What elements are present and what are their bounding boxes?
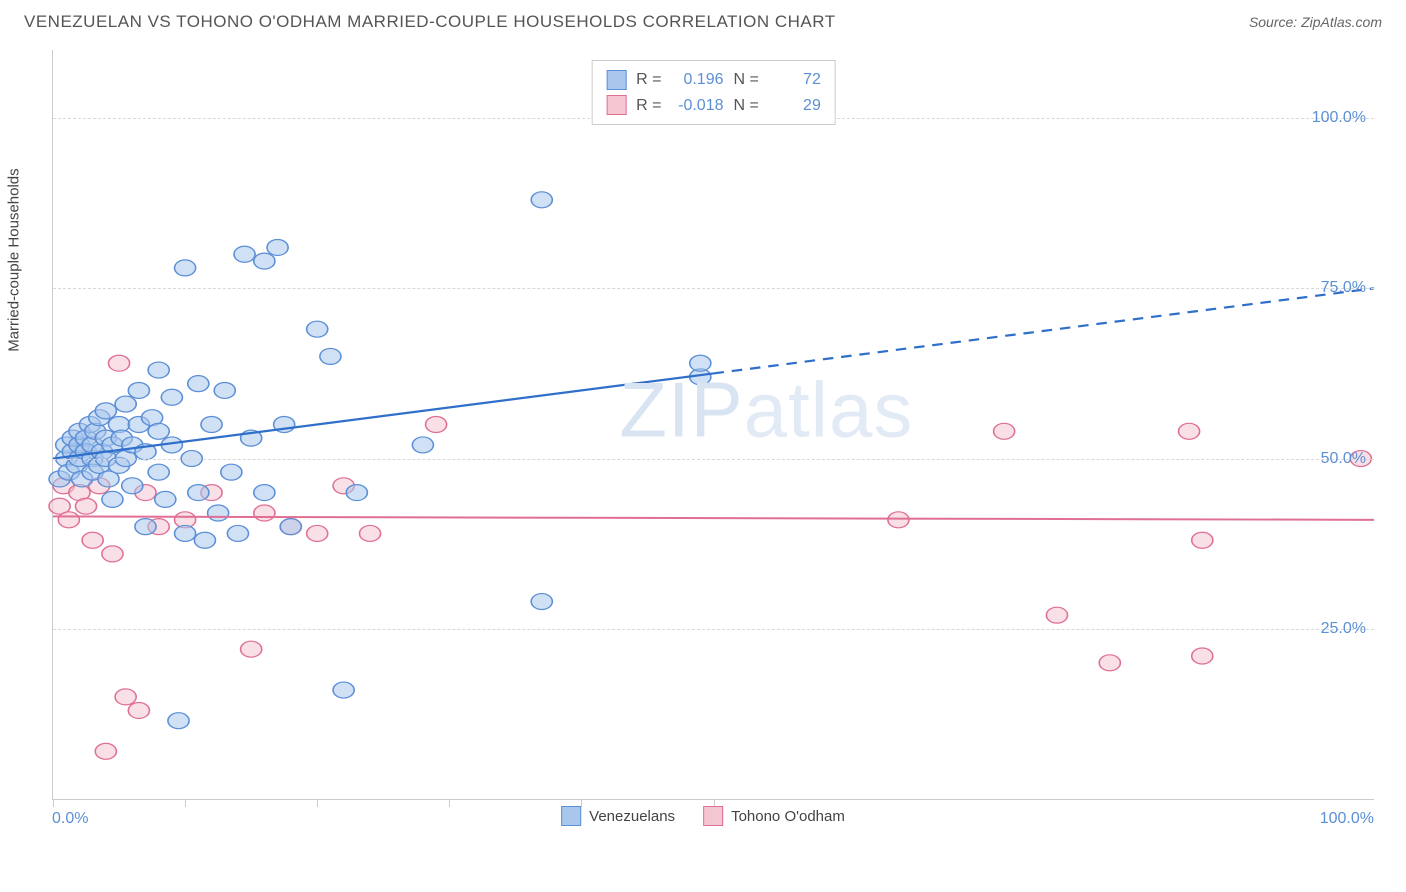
stats-legend: R = 0.196 N = 72 R = -0.018 N = 29 xyxy=(591,60,836,125)
data-point xyxy=(254,505,275,521)
data-point xyxy=(175,260,196,276)
stats-row-series-0: R = 0.196 N = 72 xyxy=(606,67,821,93)
swatch-series-1 xyxy=(606,95,626,115)
y-tick-label: 50.0% xyxy=(1321,450,1366,468)
legend-label-1: Tohono O'odham xyxy=(731,808,845,825)
x-tick xyxy=(449,799,450,807)
legend-swatch-1 xyxy=(703,806,723,826)
r-label: R = xyxy=(636,67,661,93)
data-point xyxy=(320,348,341,364)
data-point xyxy=(148,464,169,480)
data-point xyxy=(333,682,354,698)
data-point xyxy=(426,417,447,433)
data-point xyxy=(307,321,328,337)
data-point xyxy=(1178,423,1199,439)
data-point xyxy=(155,491,176,507)
scatter-svg xyxy=(53,50,1374,799)
data-point xyxy=(82,532,103,548)
data-point xyxy=(115,689,136,705)
source-prefix: Source: xyxy=(1249,14,1301,30)
data-point xyxy=(201,417,222,433)
data-point xyxy=(234,246,255,262)
data-point xyxy=(1046,607,1067,623)
data-point xyxy=(102,491,123,507)
stats-row-series-1: R = -0.018 N = 29 xyxy=(606,93,821,119)
chart-title: VENEZUELAN VS TOHONO O'ODHAM MARRIED-COU… xyxy=(24,12,836,32)
data-point xyxy=(888,512,909,528)
data-point xyxy=(690,355,711,371)
data-point xyxy=(58,512,79,528)
y-tick-label: 75.0% xyxy=(1321,279,1366,297)
legend-label-0: Venezuelans xyxy=(589,808,675,825)
trend-line xyxy=(53,516,1374,519)
data-point xyxy=(161,389,182,405)
data-point xyxy=(128,382,149,398)
data-point xyxy=(267,239,288,255)
data-point xyxy=(214,382,235,398)
data-point xyxy=(115,396,136,412)
data-point xyxy=(280,519,301,535)
n-label: N = xyxy=(734,93,759,119)
y-tick-label: 100.0% xyxy=(1312,109,1366,127)
legend-item-0: Venezuelans xyxy=(561,806,675,826)
gridline xyxy=(53,629,1374,630)
data-point xyxy=(175,525,196,541)
gridline xyxy=(53,459,1374,460)
n-value-1: 29 xyxy=(769,93,821,119)
data-point xyxy=(994,423,1015,439)
source-name: ZipAtlas.com xyxy=(1301,14,1382,30)
legend-item-1: Tohono O'odham xyxy=(703,806,845,826)
data-point xyxy=(1192,648,1213,664)
data-point xyxy=(241,641,262,657)
data-point xyxy=(148,362,169,378)
data-point xyxy=(102,546,123,562)
data-point xyxy=(194,532,215,548)
n-value-0: 72 xyxy=(769,67,821,93)
data-point xyxy=(531,192,552,208)
data-point xyxy=(346,485,367,501)
data-point xyxy=(254,253,275,269)
series-legend: Venezuelans Tohono O'odham xyxy=(561,806,845,826)
y-axis-title: Married-couple Households xyxy=(6,168,23,351)
data-point xyxy=(1192,532,1213,548)
data-point xyxy=(135,519,156,535)
r-value-0: 0.196 xyxy=(672,67,724,93)
x-axis-max-label: 100.0% xyxy=(1320,810,1374,828)
plot-area: ZIPatlas R = 0.196 N = 72 R = -0.018 N =… xyxy=(52,50,1374,800)
data-point xyxy=(148,423,169,439)
data-point xyxy=(412,437,433,453)
trend-line-dashed xyxy=(714,288,1375,373)
swatch-series-0 xyxy=(606,70,626,90)
y-tick-label: 25.0% xyxy=(1321,620,1366,638)
data-point xyxy=(75,498,96,514)
x-tick xyxy=(53,799,54,807)
n-label: N = xyxy=(734,67,759,93)
data-point xyxy=(188,485,209,501)
legend-swatch-0 xyxy=(561,806,581,826)
data-point xyxy=(227,525,248,541)
data-point xyxy=(531,594,552,610)
data-point xyxy=(95,403,116,419)
data-point xyxy=(168,713,189,729)
x-tick xyxy=(185,799,186,807)
chart-container: Married-couple Households ZIPatlas R = 0… xyxy=(24,40,1382,830)
gridline xyxy=(53,288,1374,289)
data-point xyxy=(307,525,328,541)
r-value-1: -0.018 xyxy=(672,93,724,119)
data-point xyxy=(122,478,143,494)
x-axis-min-label: 0.0% xyxy=(52,810,88,828)
data-point xyxy=(254,485,275,501)
data-point xyxy=(359,525,380,541)
source-attribution: Source: ZipAtlas.com xyxy=(1249,14,1382,30)
data-point xyxy=(128,702,149,718)
data-point xyxy=(108,355,129,371)
data-point xyxy=(1099,655,1120,671)
data-point xyxy=(208,505,229,521)
x-tick xyxy=(317,799,318,807)
data-point xyxy=(188,376,209,392)
data-point xyxy=(95,743,116,759)
data-point xyxy=(221,464,242,480)
r-label: R = xyxy=(636,93,661,119)
